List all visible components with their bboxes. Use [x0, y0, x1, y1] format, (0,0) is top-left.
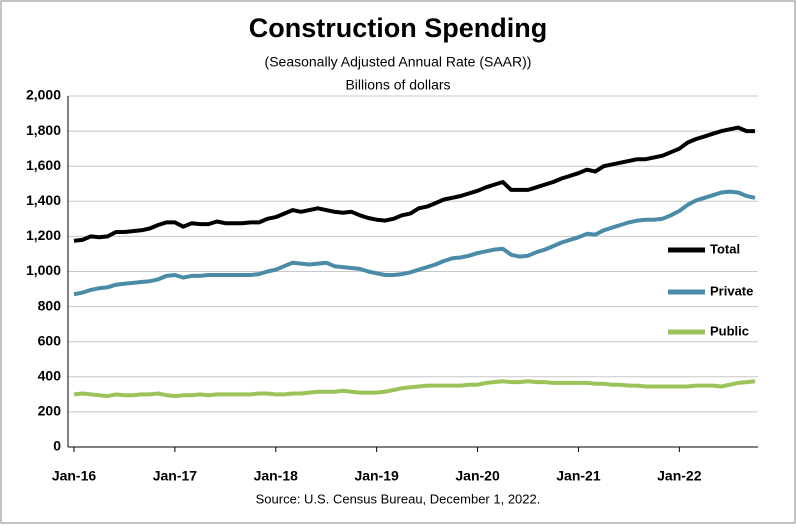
source: Source: U.S. Census Bureau, December 1, … [256, 491, 541, 506]
x-tick-label: Jan-17 [153, 468, 198, 484]
y-tick-label: 1,600 [26, 157, 61, 173]
legend-label: Public [710, 323, 749, 338]
y-tick-label: 2,000 [26, 87, 61, 103]
chart-subtitle: (Seasonally Adjusted Annual Rate (SAAR)) [265, 54, 532, 70]
y-tick-label: 1,200 [26, 227, 61, 243]
x-tick-label: Jan-20 [455, 468, 500, 484]
x-tick-label: Jan-16 [52, 468, 97, 484]
y-tick-label: 1,400 [26, 192, 61, 208]
x-tick-label: Jan-22 [657, 468, 702, 484]
y-tick-label: 1,000 [26, 262, 61, 278]
series-line [73, 379, 756, 399]
x-tick-label: Jan-19 [354, 468, 399, 484]
legend-label: Private [710, 283, 753, 298]
y-unit: Billions of dollars [345, 77, 450, 93]
series-line [73, 125, 755, 243]
y-tick-label: 0 [53, 438, 61, 454]
y-tick-label: 200 [38, 403, 62, 419]
x-tick-label: Jan-21 [556, 468, 601, 484]
y-tick-label: 1,800 [26, 122, 61, 138]
legend-label: Total [710, 241, 740, 256]
y-tick-label: 800 [38, 297, 62, 313]
x-tick-label: Jan-18 [254, 468, 299, 484]
y-tick-label: 400 [38, 368, 62, 384]
series-line [73, 189, 756, 297]
chart-title: Construction Spending [249, 13, 547, 43]
y-tick-label: 600 [38, 332, 62, 348]
